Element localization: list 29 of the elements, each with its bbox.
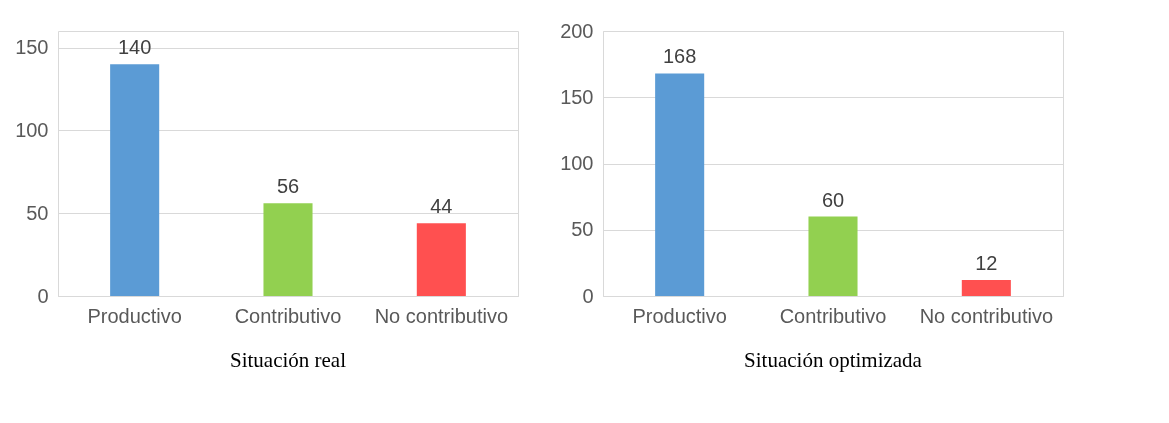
text: Situación optimizada	[744, 348, 923, 372]
data-label: 60	[821, 188, 845, 211]
data-label: 140	[117, 36, 152, 59]
y-tick-label: 0	[37, 284, 49, 307]
y-tick-label: 150	[15, 36, 49, 59]
text: Situación real	[229, 348, 347, 372]
bar	[655, 73, 705, 296]
x-tick-label: Productivo	[87, 304, 182, 327]
y-tick-label: 150	[560, 85, 594, 108]
data-label: 44	[430, 195, 453, 218]
bar	[416, 223, 466, 296]
bar	[263, 203, 313, 296]
bar	[808, 216, 858, 296]
y-tick-label: 50	[26, 201, 49, 224]
x-tick-label: No contributivo	[374, 304, 509, 327]
data-label: 12	[975, 252, 998, 275]
y-tick-label: 200	[560, 19, 594, 42]
bar	[110, 64, 160, 296]
y-tick-label: 50	[571, 218, 594, 241]
x-tick-label: No contributivo	[919, 304, 1054, 327]
x-tick-label: Contributivo	[234, 304, 342, 327]
y-tick-label: 100	[15, 118, 49, 141]
data-label: 56	[276, 175, 300, 198]
y-tick-label: 0	[582, 284, 594, 307]
x-tick-label: Contributivo	[779, 304, 887, 327]
data-label: 168	[662, 45, 697, 68]
y-tick-label: 100	[560, 152, 594, 174]
x-tick-label: Productivo	[632, 304, 727, 327]
bar	[961, 280, 1011, 296]
